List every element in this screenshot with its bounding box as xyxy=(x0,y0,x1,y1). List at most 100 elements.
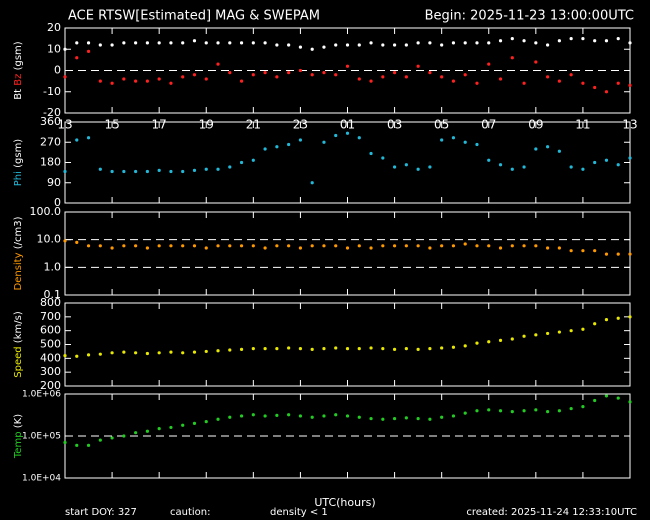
data-point xyxy=(157,168,161,172)
data-point xyxy=(169,81,173,85)
data-point xyxy=(428,71,432,75)
data-point xyxy=(522,334,526,338)
data-point xyxy=(310,415,314,419)
data-point xyxy=(534,60,538,64)
data-point xyxy=(569,406,573,411)
y-tick-label: 0 xyxy=(54,196,61,209)
data-point xyxy=(475,341,479,345)
data-point xyxy=(98,352,102,356)
data-point xyxy=(228,41,232,45)
data-point xyxy=(145,79,149,83)
data-point xyxy=(616,163,620,167)
data-point xyxy=(451,41,456,45)
data-point xyxy=(593,85,597,90)
data-point xyxy=(251,413,255,417)
caution-label: caution: xyxy=(170,507,211,518)
data-point xyxy=(463,41,467,45)
data-point xyxy=(487,340,491,344)
start-doy: start DOY: 327 xyxy=(65,507,137,518)
data-point xyxy=(263,147,267,151)
data-point xyxy=(122,350,126,354)
data-point xyxy=(628,41,632,45)
data-point xyxy=(404,244,408,248)
y-tick-label: 270 xyxy=(40,135,61,148)
data-point xyxy=(110,43,114,47)
data-point xyxy=(357,244,361,248)
y-axis-label-part: (gsm) xyxy=(13,41,24,70)
data-point xyxy=(134,351,138,355)
y-axis-label-part: Speed xyxy=(13,346,24,377)
data-point xyxy=(616,37,620,41)
data-point xyxy=(122,169,126,174)
data-point xyxy=(251,244,255,248)
data-point xyxy=(451,244,456,248)
data-point xyxy=(628,83,632,87)
data-point xyxy=(263,414,267,418)
data-point xyxy=(416,244,420,248)
data-point xyxy=(110,246,114,250)
y-axis-label: Temp (K) xyxy=(13,414,24,459)
data-point xyxy=(239,41,244,45)
y-axis-label-part: Temp xyxy=(13,431,24,459)
data-point xyxy=(275,75,279,79)
data-point xyxy=(569,329,573,333)
data-point xyxy=(440,138,444,142)
data-point xyxy=(463,73,467,77)
data-point xyxy=(534,333,538,337)
data-point xyxy=(75,240,79,244)
data-point xyxy=(145,169,149,174)
data-point xyxy=(546,43,550,47)
y-tick-label: 100.0 xyxy=(30,205,62,218)
y-tick-label: 0 xyxy=(54,64,61,77)
data-point xyxy=(510,337,514,341)
data-point xyxy=(98,438,102,442)
y-axis-label-part: (km/s) xyxy=(13,311,24,343)
data-point xyxy=(557,409,561,413)
data-point xyxy=(416,416,420,421)
data-point xyxy=(157,427,161,431)
data-point xyxy=(593,160,597,165)
data-point xyxy=(475,244,479,248)
data-point xyxy=(510,410,514,414)
data-point xyxy=(498,163,503,167)
data-point xyxy=(581,249,585,253)
data-point xyxy=(181,423,185,427)
data-point xyxy=(404,347,408,351)
data-point xyxy=(287,346,291,350)
data-point xyxy=(228,165,232,169)
data-point xyxy=(228,348,232,352)
data-point xyxy=(628,400,632,404)
data-point xyxy=(510,167,514,171)
data-point xyxy=(546,331,550,336)
data-point xyxy=(75,138,79,142)
data-point xyxy=(546,75,550,79)
data-point xyxy=(310,347,314,351)
data-point xyxy=(498,246,503,250)
data-point xyxy=(169,169,173,174)
data-point xyxy=(404,416,408,420)
y-axis-label-part: Bt xyxy=(13,89,24,100)
data-point xyxy=(63,239,67,243)
data-point xyxy=(251,73,255,77)
data-point xyxy=(357,77,361,81)
data-point xyxy=(381,417,385,421)
y-tick-label: 10.0 xyxy=(37,233,62,246)
data-point xyxy=(345,43,350,47)
data-point xyxy=(345,64,350,68)
data-point xyxy=(216,62,220,66)
data-point xyxy=(487,408,491,412)
data-point xyxy=(322,45,326,49)
data-point xyxy=(263,347,267,351)
data-point xyxy=(287,142,291,147)
data-point xyxy=(381,244,385,248)
data-point xyxy=(192,73,197,77)
begin-time: Begin: 2025-11-23 13:00:00UTC xyxy=(425,9,634,24)
data-point xyxy=(416,64,420,68)
data-point xyxy=(581,81,585,85)
data-point xyxy=(440,75,444,79)
data-point xyxy=(392,244,397,248)
data-point xyxy=(169,41,173,45)
data-point xyxy=(357,43,361,47)
data-point xyxy=(298,68,303,73)
